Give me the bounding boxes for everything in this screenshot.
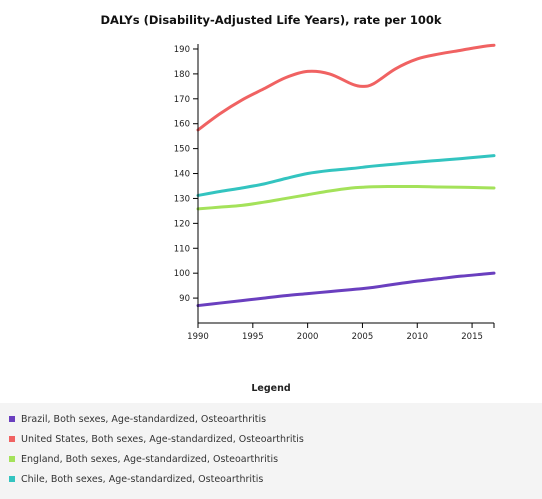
x-tick-label: 1990 [187, 332, 209, 342]
y-axis-ticks: 90 100 110 120 130 140 150 160 170 180 190 [174, 45, 198, 304]
legend: Brazil, Both sexes, Age-standardized, Os… [0, 403, 542, 499]
legend-item[interactable]: Chile, Both sexes, Age-standardized, Ost… [9, 469, 263, 489]
y-tick-label: 160 [174, 120, 190, 130]
chart-title: DALYs (Disability-Adjusted Life Years), … [100, 13, 442, 27]
y-tick-label: 100 [174, 269, 190, 279]
legend-swatch [9, 436, 15, 442]
y-tick-label: 150 [174, 145, 190, 155]
legend-label: United States, Both sexes, Age-standardi… [21, 433, 304, 445]
x-tick-label: 2010 [406, 332, 428, 342]
y-tick-label: 110 [174, 244, 190, 254]
x-axis-ticks: 1990 1995 2000 2005 2010 2015 [187, 323, 495, 342]
legend-title: Legend [251, 383, 291, 394]
x-tick-label: 2015 [461, 332, 483, 342]
y-tick-label: 180 [174, 70, 190, 80]
legend-item[interactable]: Brazil, Both sexes, Age-standardized, Os… [9, 409, 266, 429]
legend-swatch [9, 456, 15, 462]
y-tick-label: 90 [179, 294, 190, 304]
legend-item[interactable]: United States, Both sexes, Age-standardi… [9, 429, 304, 449]
legend-item[interactable]: England, Both sexes, Age-standardized, O… [9, 449, 278, 469]
legend-swatch [9, 416, 15, 422]
series-line-0 [196, 271, 496, 308]
series-line-1 [196, 43, 496, 132]
series-layer [196, 43, 496, 308]
legend-swatch [9, 476, 15, 482]
chart-plot: 1990 1995 2000 2005 2010 2015 90 100 110 120 130 1… [174, 43, 496, 342]
legend-label: Brazil, Both sexes, Age-standardized, Os… [21, 413, 267, 425]
x-tick-label: 2000 [297, 332, 319, 342]
x-tick-label: 2005 [352, 332, 374, 342]
series-line-3 [196, 154, 496, 197]
y-tick-label: 140 [174, 170, 190, 180]
legend-label: England, Both sexes, Age-standardized, O… [21, 453, 279, 465]
y-tick-label: 130 [174, 194, 190, 204]
legend-label: Chile, Both sexes, Age-standardized, Ost… [21, 473, 264, 485]
y-tick-label: 120 [174, 219, 190, 229]
y-tick-label: 190 [174, 45, 190, 55]
x-tick-label: 1995 [242, 332, 264, 342]
y-tick-label: 170 [174, 95, 190, 105]
series-line-2 [196, 184, 496, 211]
